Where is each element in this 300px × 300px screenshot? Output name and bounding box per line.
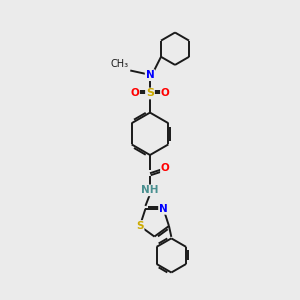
Text: CH₃: CH₃ bbox=[110, 59, 128, 69]
Text: S: S bbox=[146, 88, 154, 98]
Text: O: O bbox=[130, 88, 139, 98]
Text: O: O bbox=[161, 88, 170, 98]
Text: N: N bbox=[159, 204, 168, 214]
Text: S: S bbox=[136, 221, 144, 231]
Text: N: N bbox=[146, 70, 154, 80]
Text: NH: NH bbox=[141, 185, 159, 195]
Text: O: O bbox=[161, 163, 170, 173]
